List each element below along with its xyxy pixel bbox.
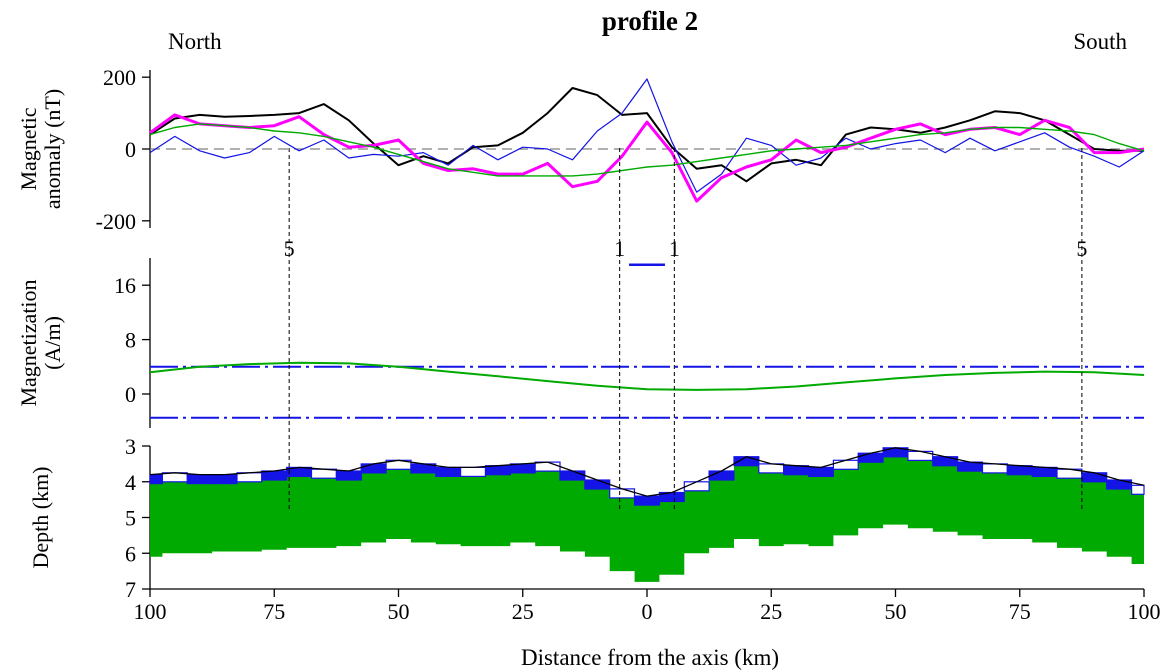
black-anomaly-line	[149, 87, 1144, 183]
green-magnetization-line	[149, 361, 1145, 391]
depth-panel: 3 4 5 6 7 Depth (km) 100 75 50 25 0 25 50 75 100	[28, 434, 1161, 624]
magnetized-layer-block	[1006, 465, 1033, 476]
y-tick-label: 6	[125, 541, 136, 566]
magnetized-layer-block	[584, 479, 611, 490]
chart-title: profile 2	[602, 6, 698, 36]
x-tick-label: 25	[512, 599, 534, 624]
magnetized-layer-block	[460, 466, 487, 477]
y-tick-label: 4	[125, 470, 136, 495]
y-tick-label: 8	[125, 328, 136, 353]
magnetized-layer-block	[559, 470, 586, 481]
crust-layer-area	[150, 447, 1144, 582]
y-tick-label: 0	[125, 137, 136, 162]
magnetized-layer-block	[609, 488, 636, 499]
y-axis-label-line: Magnetization	[16, 279, 41, 406]
magnetized-layer-block	[832, 459, 859, 470]
magnetized-layer-block	[335, 470, 362, 481]
magnetized-layer-block	[857, 452, 884, 463]
magnetized-layer-block	[633, 495, 660, 506]
reversal-overlays	[288, 148, 1083, 510]
north-label: North	[168, 29, 222, 54]
magnetized-layer-block	[236, 472, 263, 483]
y-tick-label: 0	[125, 382, 136, 407]
y-axis-label-line: Magnetic	[16, 107, 41, 190]
magnetized-layer-block	[956, 461, 983, 472]
y-axis-label: Depth (km)	[28, 466, 53, 568]
x-tick-label: 100	[1128, 599, 1161, 624]
x-tick-label: 50	[388, 599, 410, 624]
magnetized-layer-block	[708, 470, 735, 481]
magnetized-layer-block	[1130, 484, 1145, 495]
magnetized-layer-block	[981, 463, 1008, 474]
x-axis-label: Distance from the axis (km)	[521, 645, 779, 670]
magnetized-layer-block	[186, 474, 213, 485]
y-tick-label: 200	[103, 65, 136, 90]
x-tick-label: 50	[885, 599, 907, 624]
blue-anomaly-line	[149, 78, 1145, 193]
magnetic-anomaly-panel: 200 0 -200 Magnetic anomaly (nT)	[16, 65, 1145, 234]
magnetized-layer-block	[261, 470, 288, 481]
magnetized-layer-block	[509, 463, 536, 474]
magnetized-layer-block	[211, 474, 238, 485]
x-tick-label: 100	[134, 599, 167, 624]
y-axis-label-line: (A/m)	[40, 316, 65, 370]
magnetized-layer-block	[534, 461, 561, 472]
bathymetry-line	[149, 447, 1145, 497]
magnetized-layer-block	[161, 472, 188, 483]
magnetized-layer-block	[360, 463, 387, 474]
y-tick-label: -200	[96, 209, 136, 234]
y-tick-label: 16	[114, 273, 136, 298]
magnetized-layer-block	[807, 466, 834, 477]
y-tick-label: 5	[125, 506, 136, 531]
magnetized-layer-block	[1081, 472, 1108, 483]
magnetized-layer-block	[149, 474, 163, 485]
y-axis-label-line: Depth (km)	[28, 466, 53, 568]
green-anomaly-line	[149, 123, 1145, 177]
x-tick-label: 0	[642, 599, 653, 624]
x-tick-label: 25	[760, 599, 782, 624]
magnetized-layer-block	[435, 466, 462, 477]
y-tick-label: 3	[125, 434, 136, 459]
magnetized-layer-block	[783, 465, 810, 476]
magnetized-layer-block	[484, 465, 511, 476]
south-label: South	[1073, 29, 1127, 54]
x-tick-label: 75	[1009, 599, 1031, 624]
y-axis-label: Magnetization (A/m)	[16, 279, 65, 406]
magnetized-layer-block	[1031, 466, 1058, 477]
magnetized-layer-block	[310, 468, 337, 479]
y-tick-label: 7	[125, 577, 136, 602]
magnetized-layer-block	[683, 481, 710, 492]
y-axis-label-line: anomaly (nT)	[40, 89, 65, 209]
x-tick-label: 75	[263, 599, 285, 624]
y-axis-label: Magnetic anomaly (nT)	[16, 89, 65, 209]
magnetized-layer-block	[758, 463, 785, 474]
